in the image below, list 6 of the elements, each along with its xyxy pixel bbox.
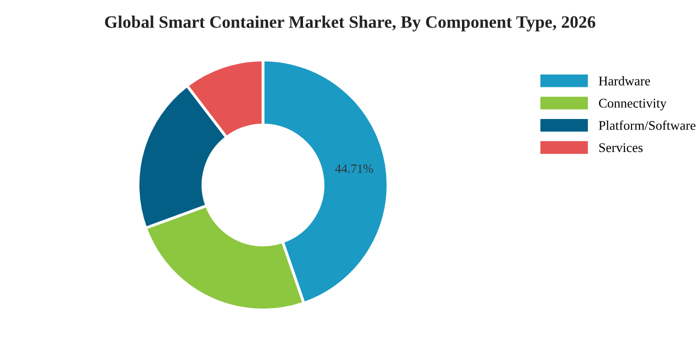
legend-label: Platform/Software bbox=[598, 120, 696, 130]
legend-label: Connectivity bbox=[598, 98, 667, 110]
legend-label: Services bbox=[599, 143, 643, 152]
data-label: 44.71% bbox=[335, 164, 374, 173]
chart-title: Global Smart Container Market Share, By Component Type, 2026 bbox=[105, 16, 596, 32]
legend-label: Hardware bbox=[598, 76, 650, 86]
